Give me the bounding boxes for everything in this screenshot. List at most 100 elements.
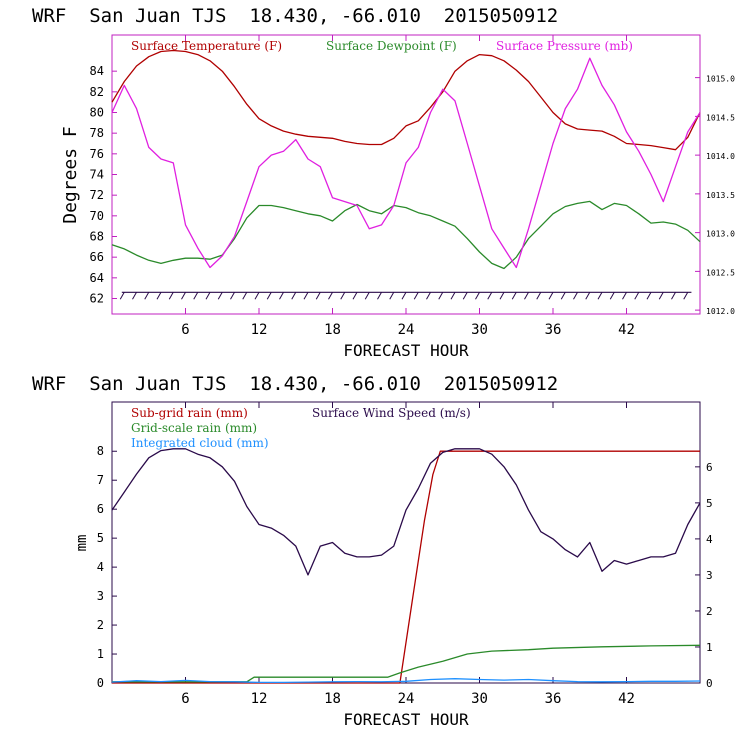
wind-barb	[279, 292, 284, 300]
wind-barb	[646, 292, 652, 300]
y2-tick-label: 1014.0	[706, 152, 735, 161]
y-tick-label: 80	[90, 106, 104, 120]
wind-barb	[426, 292, 431, 300]
precipitation-panel: WRF San Juan TJS 18.430, -66.010 2015050…	[32, 373, 713, 729]
top-legend: Surface Temperature (F) Surface Dewpoint…	[131, 39, 633, 53]
y2-tick-label: 1	[706, 641, 713, 654]
y-tick-label: 5	[97, 531, 104, 545]
wind-barb	[254, 292, 260, 300]
wind-barb	[450, 292, 456, 300]
wind-barb	[168, 292, 174, 300]
x-tick-label: 6	[181, 691, 189, 707]
wind-barb	[462, 292, 468, 300]
y-tick-label: 7	[97, 473, 104, 487]
x-tick-label: 42	[618, 691, 635, 707]
wind-barb	[156, 292, 162, 300]
wind-barb	[205, 292, 211, 300]
y-tick-label: 8	[97, 444, 104, 458]
y-tick-label: 1	[97, 647, 104, 661]
series-line-integrated-cloud-mm	[111, 678, 701, 684]
wind-barb	[548, 292, 554, 300]
wind-barb	[230, 292, 235, 300]
series-line-surface-temperature-f	[111, 49, 701, 151]
legend-surface-dewpoint: Surface Dewpoint (F)	[326, 39, 457, 53]
wind-barb	[499, 292, 505, 300]
y2-tick-label: 2	[706, 605, 713, 618]
bottom-right-axis: 0 1 2 3 4 5 6	[695, 461, 713, 690]
y2-tick-label: 1015.0	[706, 75, 735, 84]
wind-barb	[671, 292, 676, 300]
wind-barb	[658, 292, 664, 300]
y2-tick-label: 1012.5	[706, 268, 735, 277]
wind-barb	[352, 292, 358, 300]
top-right-axis: 1012.0 1012.5 1013.0 1013.5 1014.0 1014.5 1015…	[695, 75, 735, 316]
y-tick-label: 6	[97, 502, 104, 516]
y-tick-label: 64	[90, 271, 104, 285]
y2-tick-label: 3	[706, 569, 713, 582]
wind-barb	[511, 292, 517, 300]
y2-tick-label: 1014.5	[706, 113, 735, 122]
y-tick-label: 82	[90, 85, 104, 99]
wind-barb	[487, 292, 493, 300]
x-tick-label: 36	[545, 322, 562, 338]
x-tick-label: 18	[324, 691, 341, 707]
y-tick-label: 70	[90, 209, 104, 223]
wind-barb	[683, 292, 689, 300]
wind-barb	[315, 292, 321, 300]
x-tick-label: 18	[324, 322, 341, 338]
x-tick-label: 24	[398, 691, 415, 707]
x-tick-label: 6	[181, 322, 189, 338]
y-tick-label: 3	[97, 589, 104, 603]
wind-barb	[573, 292, 578, 300]
y2-tick-label: 1012.0	[706, 307, 735, 316]
top-chart-title: WRF San Juan TJS 18.430, -66.010 2015050…	[32, 5, 558, 27]
legend-sub-grid-rain: Sub-grid rain (mm)	[131, 406, 248, 420]
y-tick-label: 74	[90, 168, 104, 182]
y2-tick-label: 1013.0	[706, 230, 735, 239]
wind-barb	[266, 292, 272, 300]
wind-barb	[475, 292, 480, 300]
wind-barb	[389, 292, 395, 300]
wind-barb	[119, 292, 125, 300]
bottom-legend: Sub-grid rain (mm) Grid-scale rain (mm) …	[131, 406, 471, 450]
wind-barb	[217, 292, 223, 300]
x-tick-label: 30	[471, 322, 488, 338]
wind-barb	[364, 292, 370, 300]
y2-tick-label: 6	[706, 461, 713, 474]
wind-barb	[597, 292, 603, 300]
y-tick-label: 68	[90, 230, 104, 244]
series-line-surface-pressure-mb	[111, 57, 701, 269]
wind-barb	[413, 292, 419, 300]
wind-barb	[524, 292, 529, 300]
x-tick-label: 12	[251, 691, 268, 707]
wind-barb	[193, 292, 199, 300]
wind-barb	[634, 292, 640, 300]
legend-grid-scale-rain: Grid-scale rain (mm)	[131, 421, 257, 435]
top-left-axis: 62 64 66 68 70 72 74 76 78 80 82 84	[90, 64, 117, 306]
temperature-panel: WRF San Juan TJS 18.430, -66.010 2015050…	[32, 5, 735, 360]
y-tick-label: 0	[97, 676, 104, 690]
y-tick-label: 66	[90, 250, 104, 264]
top-y-axis-label: Degrees F	[60, 126, 81, 224]
top-plot-frame	[111, 34, 701, 315]
y-tick-label: 4	[97, 560, 104, 574]
series-line-sub-grid-rain-mm	[112, 450, 700, 684]
wind-barb	[144, 292, 150, 300]
wind-barb	[585, 292, 591, 300]
series-line-grid-scale-rain-mm	[112, 644, 701, 683]
x-tick-label: 42	[618, 322, 635, 338]
wind-barb	[303, 292, 309, 300]
x-tick-label: 24	[398, 322, 415, 338]
y2-tick-label: 4	[706, 533, 713, 546]
y-tick-label: 72	[90, 188, 104, 202]
bottom-x-axis: 6 12 18 24 30 36 42	[181, 402, 635, 707]
wind-barb	[291, 292, 297, 300]
y2-tick-label: 5	[706, 497, 713, 510]
bottom-left-axis: 0 1 2 3 4 5 6 7 8	[97, 444, 117, 690]
y2-tick-label: 1013.5	[706, 191, 735, 200]
bottom-x-axis-label: FORECAST HOUR	[343, 710, 469, 729]
wind-barbs	[119, 291, 692, 300]
bottom-series-lines	[111, 448, 701, 684]
wind-barb	[401, 292, 407, 300]
